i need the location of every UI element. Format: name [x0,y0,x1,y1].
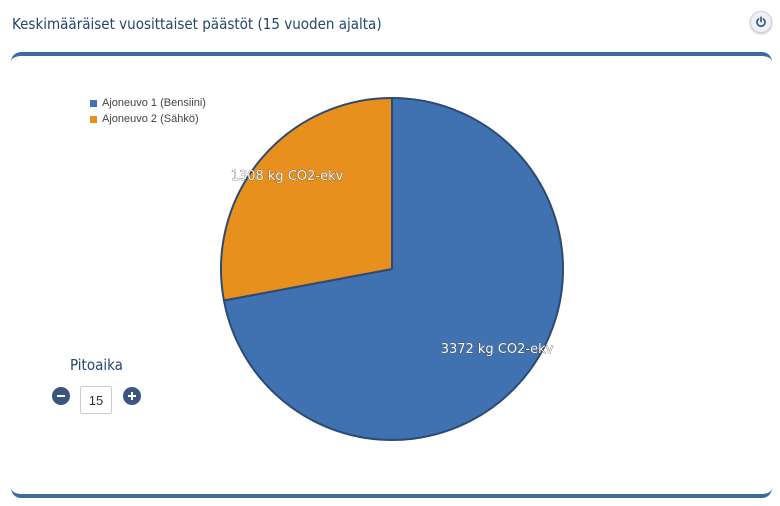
pie-data-label-1: 3372 kg CO2-ekv [441,342,554,357]
legend-label-series-2: Ajoneuvo 2 (Sähkö) [102,113,199,125]
chart-legend: Ajoneuvo 1 (Bensiini) Ajoneuvo 2 (Sähkö) [90,95,206,127]
holding-period-input[interactable]: 15 [80,386,112,414]
power-icon [756,16,766,27]
legend-swatch-series-1 [90,99,97,107]
pie-slice-2[interactable] [220,97,393,302]
decrement-button[interactable] [52,387,70,405]
page-title: Keskimääräiset vuosittaiset päästöt (15 … [12,15,382,33]
legend-label-series-1: Ajoneuvo 1 (Bensiini) [102,97,206,109]
pie-data-label-2: 1308 kg CO2-ekv [231,169,344,184]
minus-circle-icon [57,395,65,397]
increment-button[interactable] [123,387,141,405]
legend-item-series-2[interactable]: Ajoneuvo 2 (Sähkö) [90,111,206,127]
legend-item-series-1[interactable]: Ajoneuvo 1 (Bensiini) [90,95,206,111]
pie-slice-1[interactable] [222,97,564,441]
power-button[interactable] [750,11,772,33]
holding-period-label: Pitoaika [70,356,123,374]
legend-swatch-series-2 [90,115,97,123]
plus-circle-icon [128,392,136,400]
